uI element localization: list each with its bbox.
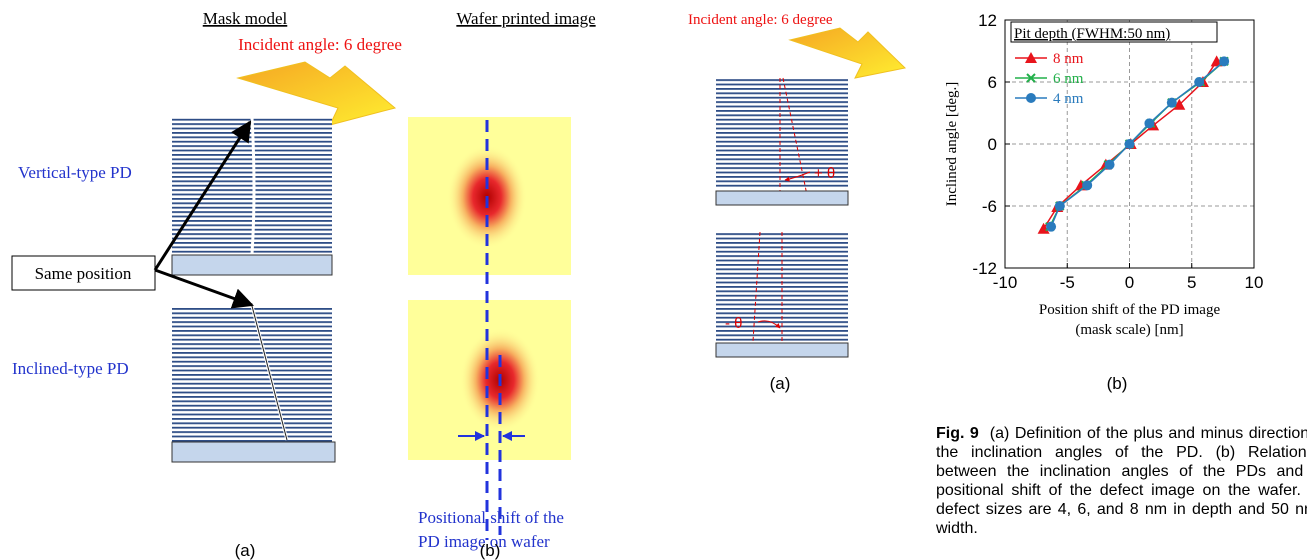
- mask-substrate: [716, 191, 848, 205]
- caption-text: (a) Definition of the plus and minus dir…: [936, 425, 1307, 537]
- note: Positional shift of the: [418, 508, 564, 527]
- mask-substrate: [172, 442, 335, 462]
- marker: [1082, 180, 1092, 190]
- marker: [1125, 139, 1135, 149]
- incident-arrow: [790, 28, 905, 78]
- angle-label: - θ: [725, 315, 743, 332]
- marker: [1046, 222, 1056, 232]
- mask-image: [172, 306, 332, 442]
- marker: [1194, 77, 1204, 87]
- caption: Fig. 9 (a) Definition of the plus and mi…: [936, 424, 1307, 538]
- legend-label: 8 nm: [1053, 51, 1084, 67]
- marker: [1219, 56, 1229, 66]
- mask-substrate: [716, 343, 848, 357]
- x-tick-label: 0: [1125, 273, 1134, 292]
- row-label: Vertical-type PD: [18, 163, 132, 182]
- incident-arrow: [238, 62, 395, 125]
- y-tick-label: 6: [988, 73, 997, 92]
- x-tick-label: 10: [1245, 273, 1264, 292]
- header: Wafer printed image: [456, 9, 595, 28]
- row-label: Inclined-type PD: [12, 359, 129, 378]
- y-tick-label: -6: [982, 197, 997, 216]
- incident-angle: Incident angle: 6 degree: [688, 12, 833, 28]
- x-axis-label: (mask scale) [nm]: [1075, 322, 1183, 338]
- legend-label: 6 nm: [1053, 71, 1084, 87]
- marker: [1055, 201, 1065, 211]
- panel-label: (a): [770, 374, 791, 393]
- legend-marker: [1026, 93, 1036, 103]
- header: Mask model: [203, 9, 288, 28]
- y-tick-label: 0: [988, 135, 997, 154]
- panel-label: (b): [480, 541, 501, 560]
- page: Mask model Wafer printed image Incident …: [0, 0, 1307, 560]
- x-tick-label: -5: [1060, 273, 1075, 292]
- panel-label: (a): [235, 541, 256, 560]
- y-axis-label: Inclined angle [deg.]: [944, 82, 960, 207]
- panel-label: (b): [1107, 374, 1128, 393]
- y-tick-label: 12: [978, 11, 997, 30]
- x-axis-label: Position shift of the PD image: [1039, 302, 1221, 318]
- x-tick-label: -10: [993, 273, 1018, 292]
- legend-label: 4 nm: [1053, 91, 1084, 107]
- marker: [1105, 160, 1115, 170]
- marker: [1167, 98, 1177, 108]
- angle-label: + θ: [814, 165, 835, 182]
- incident-angle: Incident angle: 6 degree: [238, 35, 402, 54]
- caption-label: Fig. 9: [936, 425, 979, 442]
- x-tick-label: 5: [1187, 273, 1196, 292]
- marker: [1144, 118, 1154, 128]
- legend-title: Pit depth (FWHM:50 nm): [1014, 26, 1170, 42]
- mask-substrate: [172, 255, 332, 275]
- callout: Same position: [35, 264, 132, 283]
